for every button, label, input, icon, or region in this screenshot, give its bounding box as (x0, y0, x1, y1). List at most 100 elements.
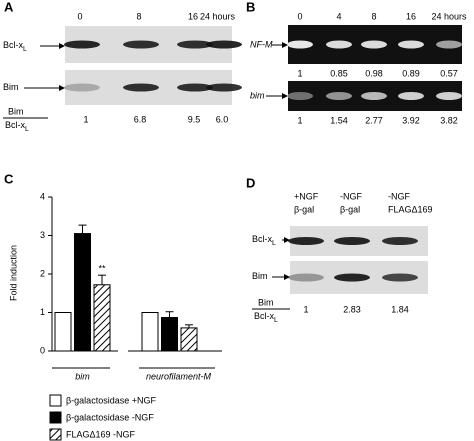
ratio-denominator-sub: L (25, 126, 29, 133)
band (398, 40, 424, 49)
band-value: 0.89 (402, 68, 420, 78)
band-value: 2.77 (365, 115, 383, 125)
annotation: ** (98, 264, 106, 274)
legend-label: β-galactosidase +NGF (66, 395, 156, 405)
band (361, 92, 387, 100)
band (177, 83, 213, 92)
band-value: 3.82 (440, 115, 458, 125)
row-label: Bcl-xL (3, 40, 27, 52)
column-label: β-gal (340, 204, 360, 214)
y-axis-label: Fold induction (8, 245, 18, 301)
legend-label: FLAGΔ169 -NGF (66, 429, 136, 439)
panel-label: A (4, 0, 14, 14)
band (326, 40, 352, 49)
ratio-value: 1.84 (391, 304, 409, 314)
band-value: 0.85 (330, 68, 348, 78)
band (288, 273, 324, 282)
ratio-denominator-main: Bcl-x (254, 311, 274, 321)
time-label: 16 (188, 11, 198, 21)
time-label: 8 (136, 11, 141, 21)
band (64, 40, 100, 49)
legend-label: β-galactosidase -NGF (66, 412, 154, 422)
bar (74, 233, 91, 352)
x-tick-label: bim (75, 371, 90, 381)
band-value: 3.92 (402, 115, 420, 125)
row-label-main: Bim (3, 82, 19, 92)
column-label: FLAGΔ169 (388, 204, 433, 214)
band-value: 1.54 (330, 115, 348, 125)
legend-swatch (49, 428, 62, 441)
y-tick-label: 2 (40, 268, 45, 278)
column-label: -NGF (340, 191, 362, 201)
band (436, 40, 462, 49)
legend-swatch (49, 394, 62, 407)
band (382, 237, 418, 245)
row-label: Bim (3, 82, 19, 92)
band (382, 273, 418, 282)
ratio-denominator: Bcl-xL (5, 120, 29, 132)
band (287, 92, 313, 100)
ratio-numerator: Bim (258, 297, 274, 307)
band (288, 237, 324, 245)
y-tick-label: 3 (40, 230, 45, 240)
column-label: +NGF (294, 191, 319, 201)
time-label: 0 (297, 11, 302, 21)
time-label: 0 (77, 11, 82, 21)
panel-label: B (246, 0, 255, 14)
row-label-main: Bcl-x (3, 40, 23, 50)
row-label-main: Bim (252, 271, 268, 281)
ratio-denominator-main: Bcl-x (5, 120, 25, 130)
row-label-sub: L (272, 240, 276, 247)
x-tick-label: neurofilament-M (146, 371, 212, 381)
ratio-denominator: Bcl-xL (254, 311, 278, 323)
band (177, 40, 213, 49)
ratio-value: 6.8 (134, 114, 147, 124)
ratio-denominator-sub: L (274, 317, 278, 324)
band (436, 92, 462, 100)
ratio-value: 1 (83, 114, 88, 124)
time-label: 8 (371, 11, 376, 21)
band (206, 83, 242, 92)
y-tick-label: 1 (40, 307, 45, 317)
ratio-value: 2.83 (343, 304, 361, 314)
bar (141, 312, 159, 352)
row-label-main: Bcl-x (252, 234, 272, 244)
y-tick-label: 0 (40, 345, 45, 355)
ratio-numerator: Bim (8, 106, 24, 116)
band-value: 1 (297, 115, 302, 125)
row-label: Bcl-xL (252, 234, 276, 246)
band (64, 83, 100, 92)
band-value: 1 (297, 68, 302, 78)
band-value: 0.57 (440, 68, 458, 78)
band (123, 83, 159, 92)
row-label: Bim (252, 271, 268, 281)
row-label-sub: L (23, 46, 27, 53)
ratio-value: 6.0 (216, 114, 229, 124)
row-label: NF-M (250, 39, 273, 49)
y-tick-label: 4 (40, 191, 45, 201)
column-label: β-gal (294, 204, 314, 214)
bar (161, 317, 178, 352)
panel-label: C (4, 171, 14, 186)
band (361, 40, 387, 49)
band (206, 40, 242, 49)
bar (54, 312, 72, 352)
time-label: 4 (336, 11, 341, 21)
bar (93, 284, 111, 352)
column-label: -NGF (388, 191, 410, 201)
band (287, 40, 313, 49)
band (334, 237, 370, 245)
band (123, 40, 159, 49)
band (326, 92, 352, 100)
bar (180, 327, 198, 352)
band-value: 0.98 (365, 68, 383, 78)
band (398, 92, 424, 100)
time-label: 24 hours (431, 11, 467, 21)
ratio-value: 9.5 (188, 114, 201, 124)
panel-label: D (246, 175, 255, 190)
time-label: 16 (406, 11, 416, 21)
band (334, 273, 370, 282)
time-label: 24 hours (200, 11, 236, 21)
